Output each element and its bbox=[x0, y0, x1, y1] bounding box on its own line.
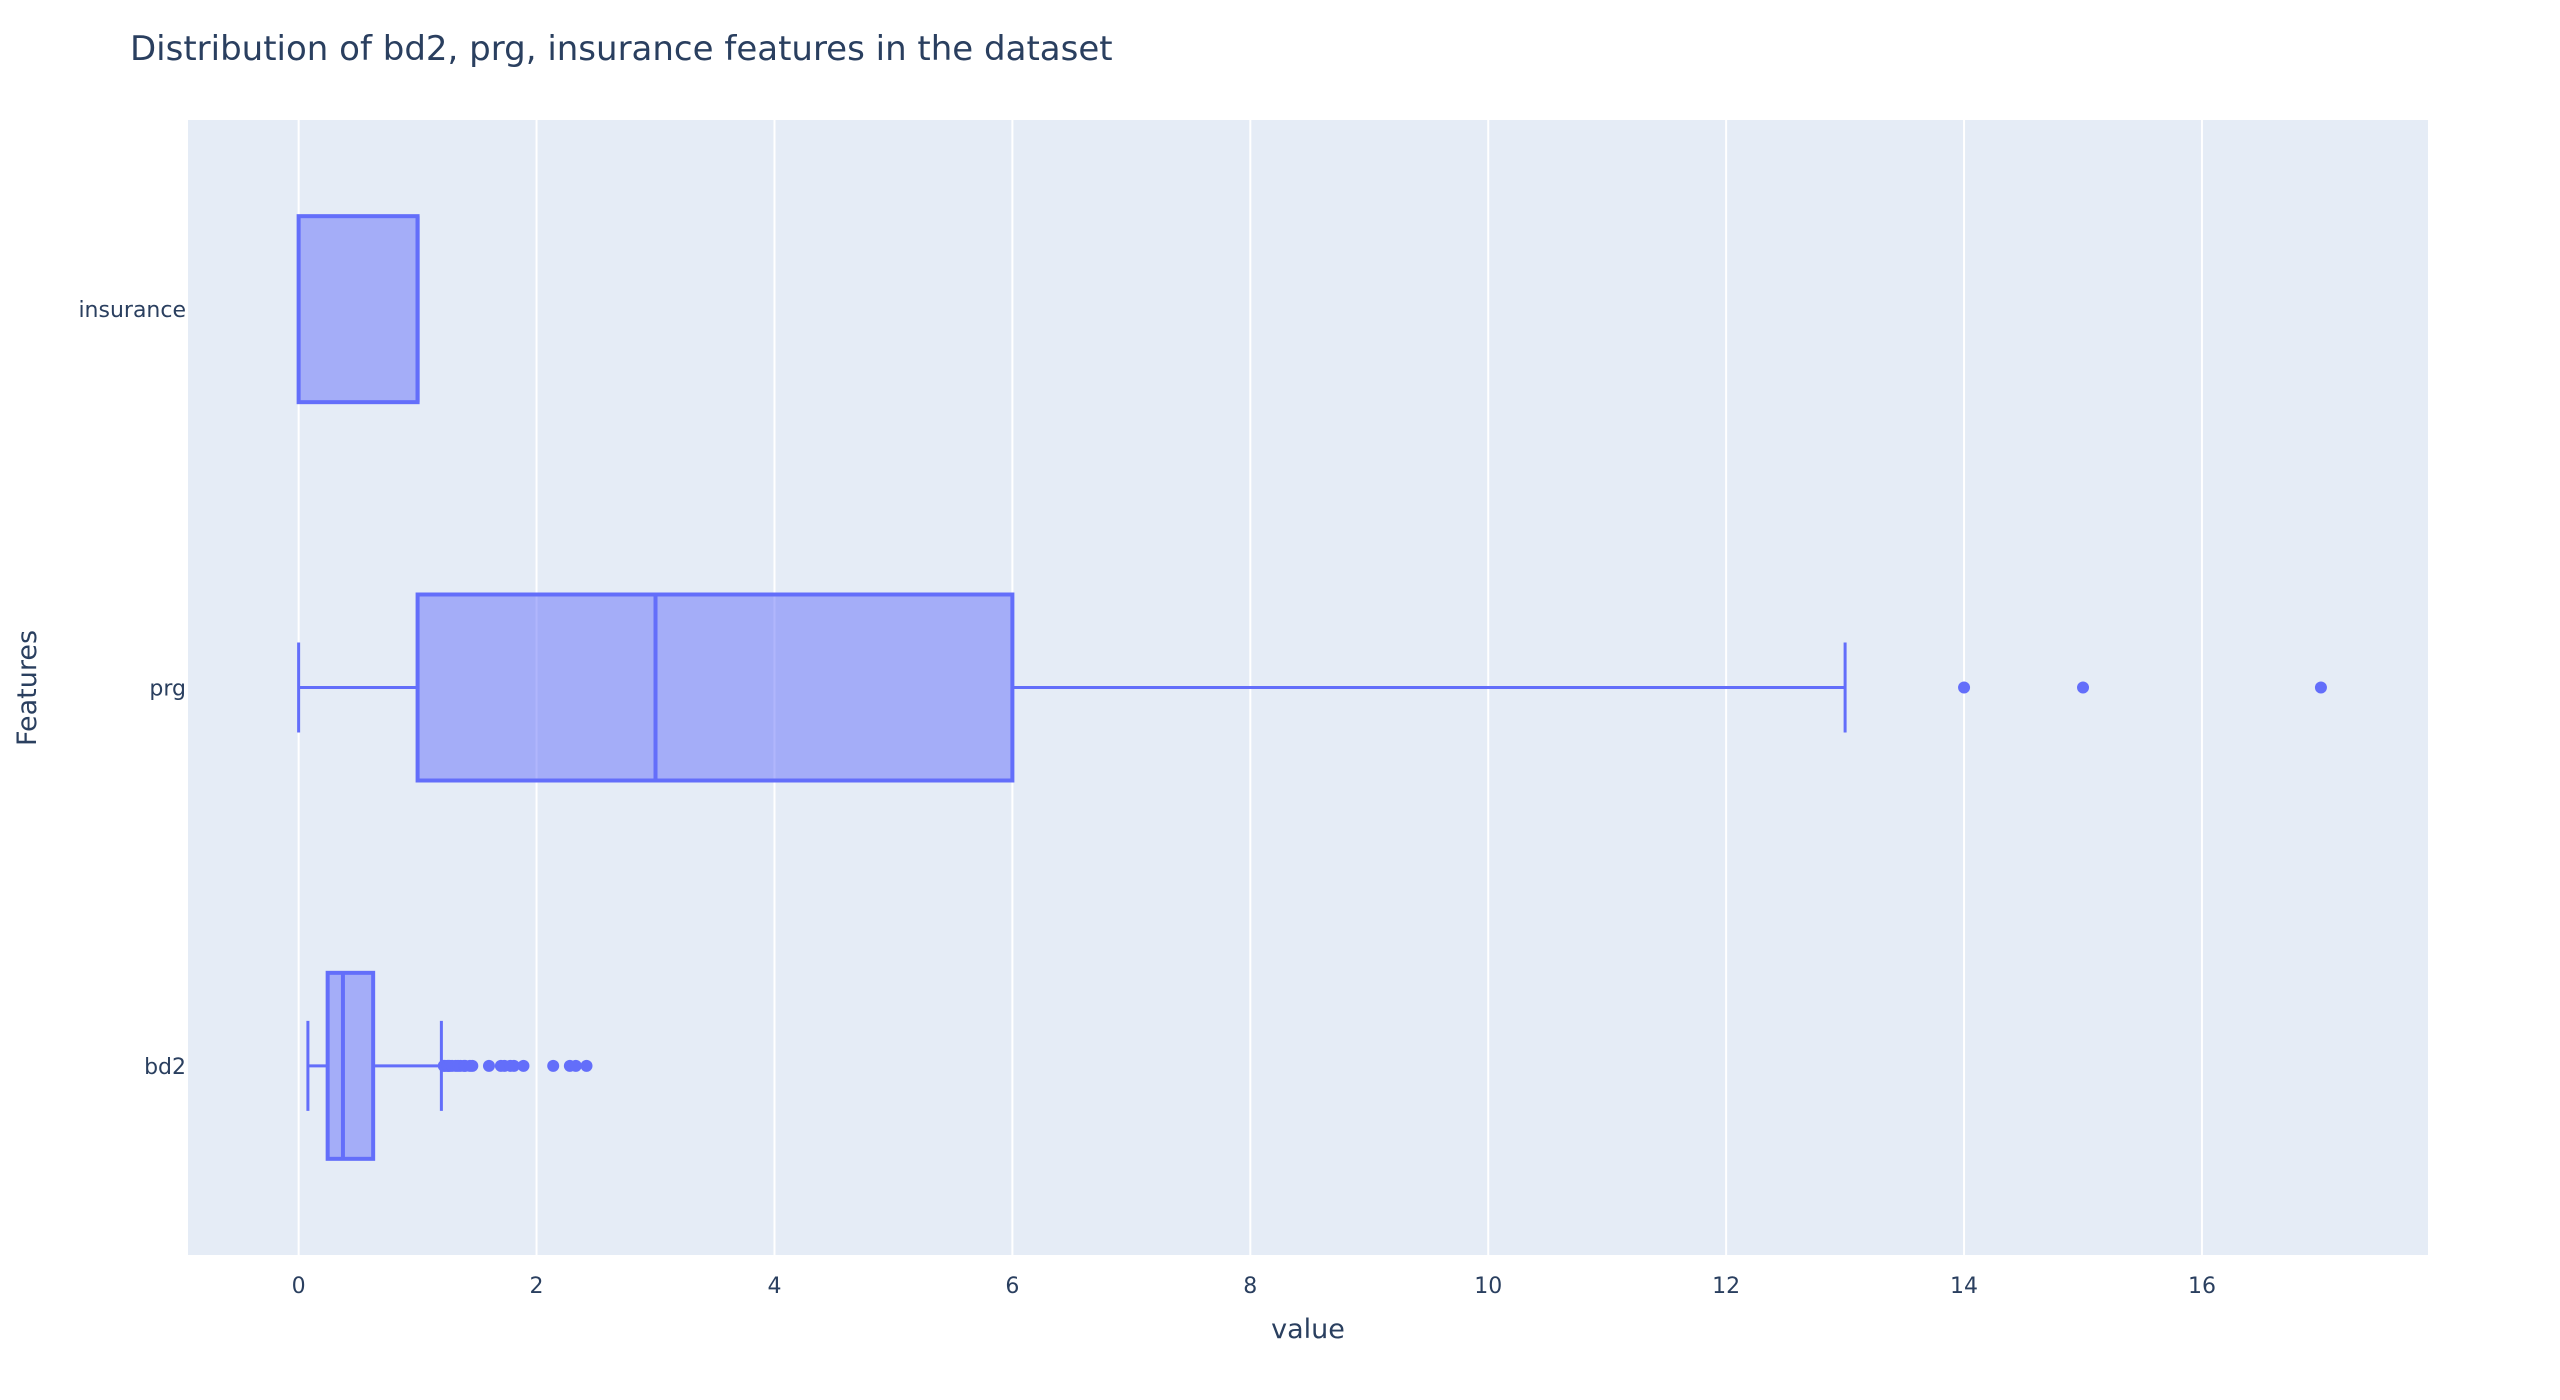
y-axis-title: Features bbox=[12, 630, 43, 746]
x-tick-label: 0 bbox=[292, 1274, 306, 1299]
outlier-point-bd2 bbox=[569, 1059, 582, 1072]
box-layer bbox=[296, 214, 2327, 1161]
x-tick-label: 2 bbox=[530, 1274, 544, 1299]
outlier-point-prg bbox=[1958, 681, 1971, 694]
outlier-point-prg bbox=[2314, 681, 2327, 694]
chart-title: Distribution of bd2, prg, insurance feat… bbox=[130, 29, 1113, 69]
x-tick-label: 16 bbox=[2188, 1274, 2216, 1299]
box-iqr-insurance bbox=[296, 214, 420, 405]
outlier-point-bd2 bbox=[466, 1059, 479, 1072]
outlier-point-bd2 bbox=[507, 1059, 520, 1072]
box-prg bbox=[297, 592, 2327, 783]
x-tick-label: 12 bbox=[1712, 1274, 1740, 1299]
box-iqr-prg bbox=[415, 592, 1015, 783]
tick-layer: 0 2 4 6 8 10 12 14 16 insurance prg bd2 bbox=[78, 298, 2216, 1299]
box-insurance bbox=[296, 214, 420, 405]
x-tick-label: 4 bbox=[767, 1274, 781, 1299]
y-tick-label: insurance bbox=[78, 298, 186, 323]
outlier-point-bd2 bbox=[482, 1059, 495, 1072]
box-iqr-bd2 bbox=[325, 970, 376, 1161]
x-tick-label: 10 bbox=[1474, 1274, 1502, 1299]
box-bd2 bbox=[306, 970, 593, 1161]
y-tick-label: prg bbox=[149, 677, 186, 702]
x-axis-title: value bbox=[1271, 1314, 1345, 1345]
x-tick-label: 8 bbox=[1243, 1274, 1257, 1299]
outlier-point-prg bbox=[2077, 681, 2090, 694]
outlier-point-bd2 bbox=[580, 1059, 593, 1072]
outlier-point-bd2 bbox=[517, 1059, 530, 1072]
outlier-point-bd2 bbox=[547, 1059, 560, 1072]
x-tick-label: 14 bbox=[1950, 1274, 1978, 1299]
y-tick-label: bd2 bbox=[144, 1055, 186, 1080]
x-tick-label: 6 bbox=[1005, 1274, 1019, 1299]
